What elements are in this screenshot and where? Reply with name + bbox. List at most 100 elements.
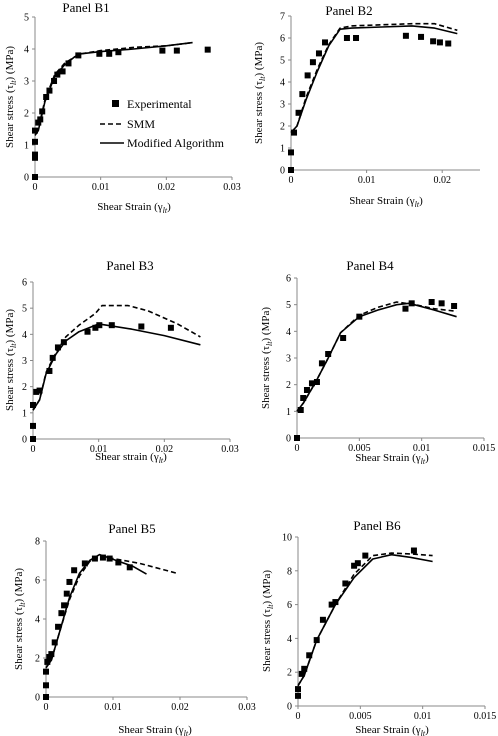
smm-line <box>45 555 177 669</box>
experimental-point <box>32 127 38 134</box>
experimental-point <box>332 599 339 606</box>
experimental-point <box>48 651 55 658</box>
x-axis-label: Shear Strain (γlt) <box>355 724 429 736</box>
experimental-point <box>106 50 113 57</box>
experimental-point <box>138 323 145 330</box>
y-tick-label: 2 <box>287 668 292 679</box>
experimental-point <box>36 387 43 394</box>
x-axis-label: Shear strain (γlt) <box>95 451 167 465</box>
experimental-point <box>61 602 68 609</box>
y-tick-label: 7 <box>280 12 285 23</box>
y-tick-label: 4 <box>287 634 292 645</box>
x-tick-label: 0.01 <box>92 182 110 193</box>
y-tick-label: 3 <box>22 356 27 367</box>
experimental-point <box>340 335 347 341</box>
x-tick-label: 0.01 <box>104 702 122 713</box>
experimental-point <box>59 68 66 75</box>
experimental-point <box>63 590 70 597</box>
experimental-point <box>288 149 294 156</box>
panel-title: Panel B6 <box>353 518 401 533</box>
y-tick-label: 3 <box>286 354 291 365</box>
y-tick-label: 4 <box>24 45 29 56</box>
experimental-point <box>451 303 458 309</box>
experimental-point <box>51 78 58 84</box>
experimental-point <box>54 71 61 78</box>
y-axis-label: Shear stress (τlt) (MPa) <box>13 568 27 670</box>
legend-label: SMM <box>127 117 155 131</box>
y-tick-label: 5 <box>22 304 27 315</box>
y-axis-label: Shear stress (τlt) (MPa) <box>4 46 18 148</box>
experimental-point <box>81 560 88 567</box>
y-tick-label: 6 <box>35 576 40 587</box>
panel-title: Panel B1 <box>62 0 109 15</box>
experimental-point <box>44 658 51 665</box>
y-tick-label: 1 <box>24 141 29 152</box>
y-tick-label: 8 <box>287 566 292 577</box>
x-tick-label: 0.03 <box>221 444 239 455</box>
legend-item: SMM <box>100 117 155 131</box>
experimental-point <box>313 379 320 385</box>
experimental-point <box>318 360 325 367</box>
experimental-point <box>297 407 304 413</box>
experimental-point <box>58 610 65 617</box>
y-tick-label: 4 <box>280 78 285 89</box>
y-tick-label: 2 <box>35 654 40 665</box>
y-tick-label: 3 <box>280 100 285 111</box>
legend-label: Experimental <box>127 97 192 111</box>
experimental-point <box>32 138 38 145</box>
y-tick-label: 5 <box>286 300 291 311</box>
experimental-point <box>354 560 361 567</box>
y-tick-label: 1 <box>22 408 27 419</box>
y-axis-label: Shear stress (τlt) (MPa) <box>261 570 275 672</box>
experimental-point <box>436 39 443 46</box>
experimental-point <box>410 547 417 554</box>
panel-title: Panel B2 <box>325 3 372 18</box>
modified-algorithm-line <box>297 553 433 687</box>
y-axis-label: Shear stress (τlt) (MPa) <box>253 42 267 144</box>
x-tick-label: 0.02 <box>156 444 174 455</box>
x-tick-label: 0.02 <box>433 175 451 186</box>
experimental-point <box>173 47 180 54</box>
experimental-point <box>351 562 358 569</box>
experimental-point <box>303 387 310 393</box>
x-tick-label: 0.01 <box>358 175 376 186</box>
experimental-point <box>418 33 425 40</box>
experimental-point <box>71 567 78 574</box>
y-tick-label: 0 <box>286 434 291 445</box>
experimental-point <box>92 324 99 331</box>
x-tick-label: 0.03 <box>223 182 241 193</box>
panel-title: Panel B3 <box>106 258 153 273</box>
y-tick-label: 0 <box>22 435 27 446</box>
experimental-point <box>32 151 38 158</box>
x-axis-label: Shear Strain (γlt) <box>97 201 171 215</box>
x-tick-label: 0.02 <box>158 182 176 193</box>
y-tick-label: 6 <box>286 274 291 285</box>
experimental-point <box>304 72 311 79</box>
experimental-point <box>30 436 36 442</box>
experimental-point <box>294 435 300 441</box>
experimental-point <box>300 395 307 401</box>
x-tick-label: 0.01 <box>414 711 432 722</box>
x-axis-label: Shear Strain (γlt) <box>349 195 423 209</box>
x-tick-label: 0.005 <box>348 443 371 454</box>
y-tick-label: 3 <box>24 77 29 88</box>
experimental-point <box>96 322 103 329</box>
modified-algorithm-line <box>45 553 147 669</box>
x-axis-label: Shear Strain (γlt) <box>118 724 192 736</box>
experimental-point <box>65 60 72 67</box>
experimental-point <box>402 32 409 39</box>
experimental-point <box>299 91 306 98</box>
experimental-point <box>35 119 42 126</box>
modified-algorithm-line <box>290 25 458 134</box>
experimental-point <box>30 401 36 408</box>
y-tick-label: 4 <box>35 615 40 626</box>
panel-6: Panel B6 0 2 4 6 8 10 0 0.005 0.01 0.015 Shear Stra… <box>261 518 496 736</box>
y-axis-label: Shear stress (τlt) (MPa) <box>260 307 274 409</box>
y-tick-label: 5 <box>280 56 285 67</box>
experimental-point <box>309 59 316 66</box>
experimental-point <box>167 324 174 331</box>
panel-5: Panel B5 0 2 4 6 8 0 0.01 0.02 0.03 Shear Strain (… <box>13 521 256 736</box>
experimental-point <box>43 694 49 700</box>
y-tick-label: 4 <box>22 330 27 341</box>
